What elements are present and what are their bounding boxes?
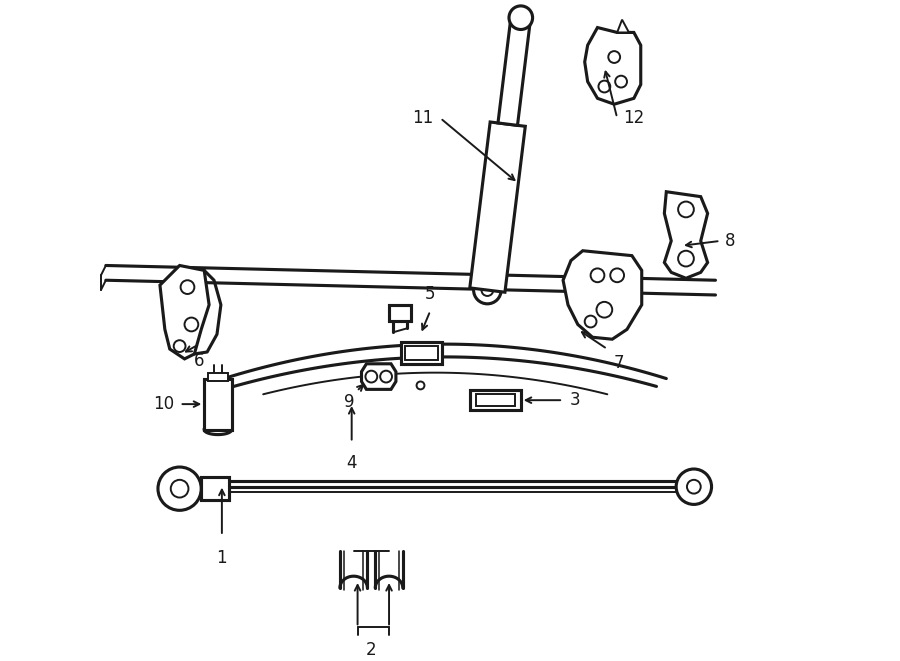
Bar xyxy=(389,305,410,321)
Text: 5: 5 xyxy=(425,285,436,303)
Circle shape xyxy=(676,469,712,504)
Circle shape xyxy=(597,302,612,317)
Circle shape xyxy=(678,251,694,266)
Circle shape xyxy=(610,268,624,282)
Text: 11: 11 xyxy=(412,109,433,127)
Bar xyxy=(405,346,438,360)
Text: 3: 3 xyxy=(570,391,580,409)
Polygon shape xyxy=(585,28,641,104)
Bar xyxy=(208,373,228,381)
Circle shape xyxy=(473,276,501,304)
Circle shape xyxy=(598,81,610,93)
Polygon shape xyxy=(617,20,629,32)
Polygon shape xyxy=(470,122,526,292)
Circle shape xyxy=(181,280,194,294)
Circle shape xyxy=(482,284,493,296)
Circle shape xyxy=(608,51,620,63)
Circle shape xyxy=(678,202,694,217)
Polygon shape xyxy=(563,251,642,339)
Bar xyxy=(475,394,515,406)
Polygon shape xyxy=(362,364,396,389)
Bar xyxy=(204,379,231,430)
Text: 9: 9 xyxy=(345,393,355,411)
Circle shape xyxy=(509,6,533,30)
Bar xyxy=(202,477,229,500)
Text: 12: 12 xyxy=(623,109,644,127)
Bar xyxy=(400,342,442,364)
Polygon shape xyxy=(664,192,707,278)
Text: 7: 7 xyxy=(613,354,624,372)
Polygon shape xyxy=(498,17,531,126)
Text: 2: 2 xyxy=(366,641,377,659)
Text: 6: 6 xyxy=(194,352,204,370)
Circle shape xyxy=(590,268,605,282)
Circle shape xyxy=(380,371,392,383)
Circle shape xyxy=(184,317,198,331)
Polygon shape xyxy=(160,266,209,359)
Bar xyxy=(470,391,521,410)
Circle shape xyxy=(171,480,188,498)
Circle shape xyxy=(616,76,627,87)
Text: 4: 4 xyxy=(346,454,357,472)
Circle shape xyxy=(687,480,701,494)
Text: 8: 8 xyxy=(725,232,736,250)
Circle shape xyxy=(365,371,377,383)
Circle shape xyxy=(417,381,425,389)
Circle shape xyxy=(174,340,185,352)
Circle shape xyxy=(158,467,202,510)
Circle shape xyxy=(585,315,597,327)
Text: 1: 1 xyxy=(217,549,227,566)
Text: 10: 10 xyxy=(154,395,175,413)
